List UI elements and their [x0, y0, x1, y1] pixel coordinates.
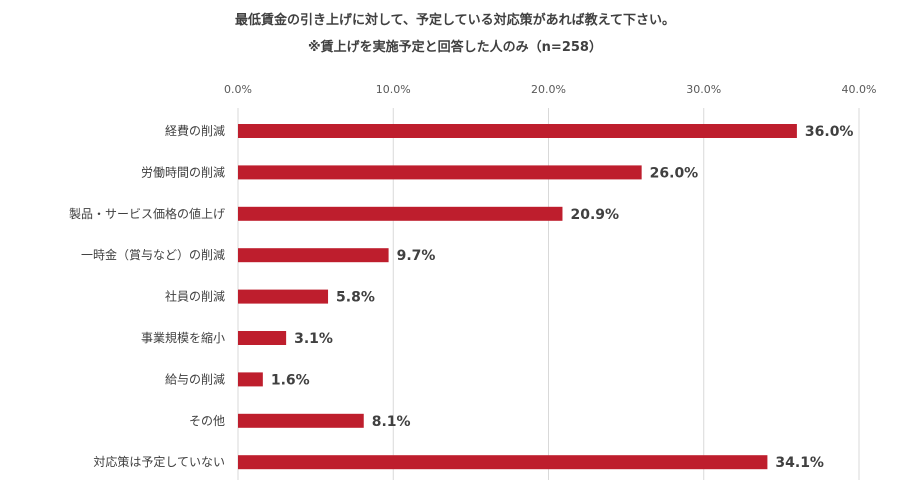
category-label: その他 — [189, 414, 225, 428]
chart-title: 最低賃金の引き上げに対して、予定している対応策があれば教えて下さい。 — [235, 13, 675, 28]
bar — [238, 455, 768, 470]
data-label: 3.1% — [294, 331, 333, 347]
category-label: 対応策は予定していない — [93, 454, 225, 469]
x-tick-label: 40.0% — [842, 83, 877, 96]
x-tick-label: 10.0% — [376, 83, 411, 96]
bar — [238, 206, 563, 221]
data-label: 34.1% — [775, 455, 824, 471]
category-label: 労働時間の削減 — [141, 164, 225, 179]
data-label: 26.0% — [650, 165, 699, 181]
category-label: 事業規模を縮小 — [141, 330, 225, 345]
chart-subtitle: ※賃上げを実施予定と回答した人のみ（n=258） — [308, 40, 602, 55]
bar — [238, 248, 389, 263]
category-label: 製品・サービス価格の値上げ — [69, 206, 225, 221]
category-label: 一時金（賞与など）の削減 — [81, 247, 225, 262]
bar — [238, 165, 642, 180]
x-tick-label: 0.0% — [224, 83, 252, 96]
data-label: 5.8% — [336, 290, 375, 306]
category-label: 給与の削減 — [165, 371, 225, 386]
data-label: 20.9% — [570, 207, 619, 223]
bar — [238, 331, 287, 345]
bar — [238, 289, 329, 304]
data-label: 8.1% — [372, 414, 411, 430]
x-tick-label: 30.0% — [686, 83, 721, 96]
bar — [238, 413, 364, 428]
category-label: 経費の削減 — [165, 123, 225, 138]
bar — [238, 372, 263, 387]
data-label: 36.0% — [805, 124, 854, 140]
data-label: 1.6% — [271, 372, 310, 388]
x-tick-label: 20.0% — [531, 83, 566, 96]
data-label: 9.7% — [397, 248, 436, 264]
category-label: 社員の削減 — [165, 289, 225, 304]
bar — [238, 124, 797, 138]
